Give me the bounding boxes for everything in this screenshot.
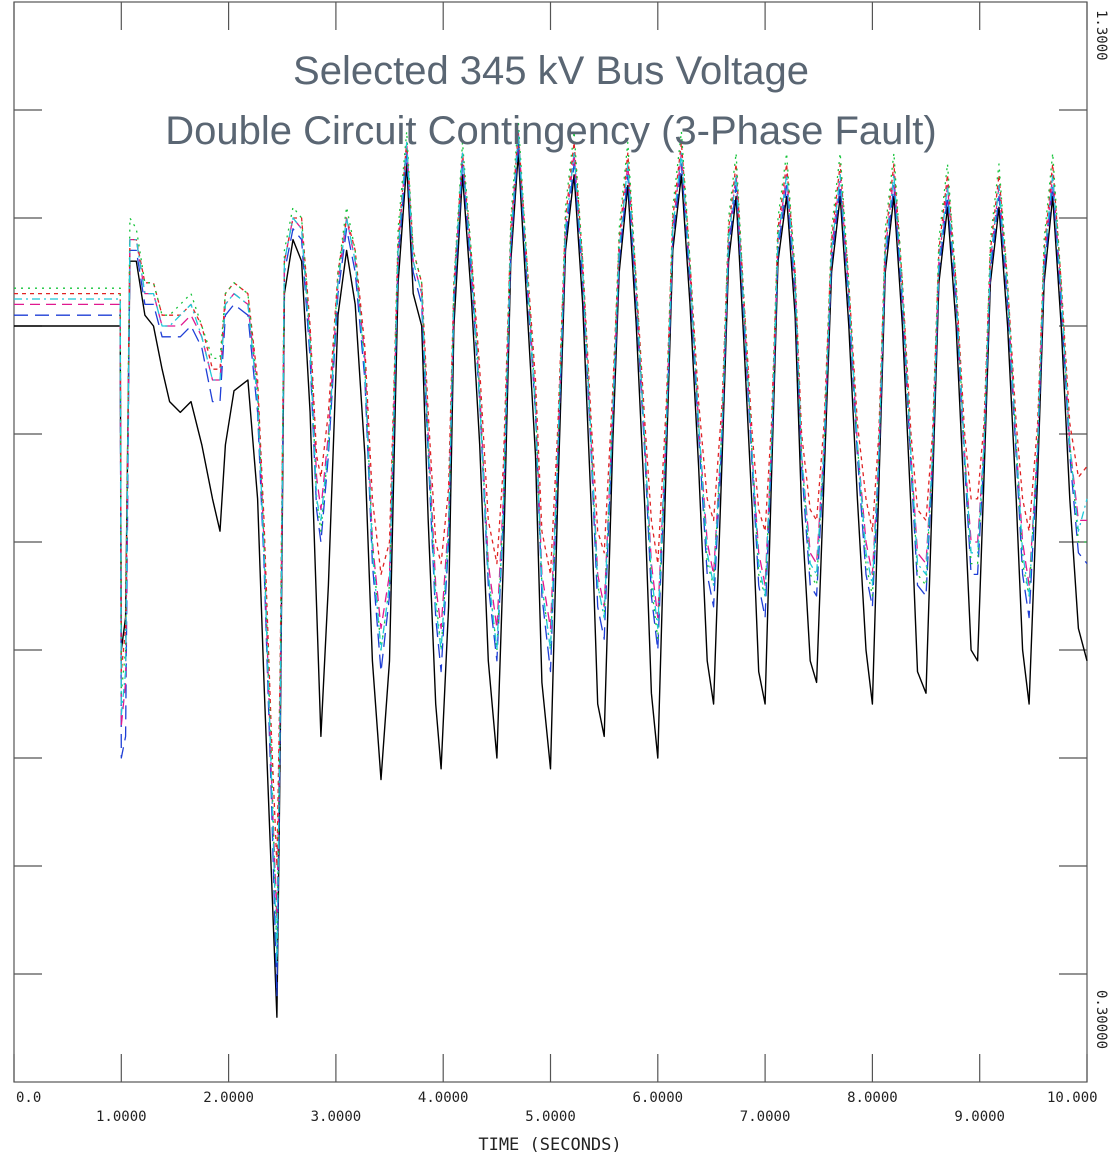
- series-line: [14, 130, 1088, 867]
- x-tick-label: 5.0000: [525, 1109, 576, 1125]
- series-line: [14, 120, 1087, 954]
- x-tick-label: 10.000: [1047, 1090, 1098, 1106]
- x-tick-label: 1.0000: [96, 1109, 147, 1125]
- x-tick-label: 9.0000: [954, 1109, 1005, 1125]
- series-line: [14, 130, 1087, 921]
- chart-title-line-2: Double Circuit Contingency (3-Phase Faul…: [165, 109, 936, 153]
- x-tick-label: 4.0000: [418, 1090, 469, 1106]
- plot-frame: [13, 1, 1088, 1083]
- x-axis-title: TIME (SECONDS): [478, 1135, 621, 1155]
- x-tick-label: 3.0000: [311, 1109, 362, 1125]
- y-top-label: 1.3000: [1093, 10, 1109, 61]
- x-tick-label: 0.0: [16, 1090, 41, 1106]
- series-line: [14, 130, 1088, 964]
- chart-title-line-1: Selected 345 kV Bus Voltage: [293, 49, 809, 93]
- x-tick-labels: 0.0 1.0000 2.0000 3.0000 4.0000 5.0000 6.0000 7…: [16, 1090, 1098, 1125]
- y-bottom-label: 0.30000: [1093, 990, 1109, 1049]
- x-tick-label: 8.0000: [847, 1090, 898, 1106]
- series-group: [14, 120, 1088, 1018]
- x-tick-label: 6.0000: [633, 1090, 684, 1106]
- axis-ticks: [13, 2, 1088, 1082]
- x-tick-label: 2.0000: [203, 1090, 254, 1106]
- x-tick-label: 7.0000: [740, 1109, 791, 1125]
